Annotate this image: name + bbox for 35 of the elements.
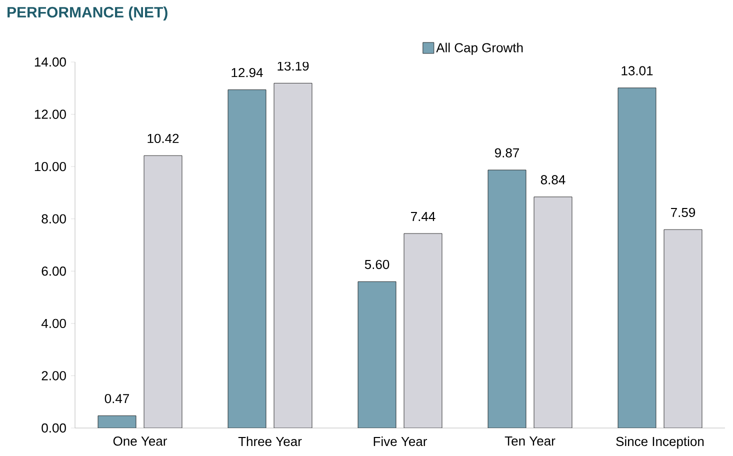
y-tick-label: 2.00: [42, 371, 66, 380]
y-tick-label: 6.00: [42, 266, 66, 276]
bar: [618, 88, 656, 428]
data-label: 9.87: [494, 148, 519, 158]
data-label: 12.94: [232, 68, 263, 78]
bar: [534, 196, 572, 428]
y-tick-label: 10.00: [34, 162, 66, 172]
bar: [98, 416, 136, 428]
bar: [358, 281, 396, 428]
x-tick-label: Since Inception: [616, 436, 704, 449]
data-label: 10.42: [148, 134, 179, 144]
data-label: 7.59: [671, 208, 696, 218]
bar: [144, 155, 182, 428]
data-label: 13.01: [622, 66, 653, 76]
legend-label: All Cap Growth: [436, 42, 523, 55]
y-tick-label: 8.00: [42, 214, 66, 224]
y-tick-label: 12.00: [34, 110, 66, 119]
x-tick-label: Three Year: [238, 436, 302, 446]
data-label: 0.47: [104, 394, 129, 404]
bar: [404, 233, 442, 428]
data-label: 13.19: [278, 61, 309, 71]
bar: [488, 170, 526, 428]
y-tick-label: 0.00: [42, 423, 66, 433]
data-label: 5.60: [364, 260, 390, 270]
bar: [274, 82, 312, 428]
data-label: 8.84: [540, 175, 566, 184]
y-tick-label: 14.00: [34, 57, 66, 67]
data-label: 7.44: [411, 212, 436, 221]
y-tick-label: 4.00: [41, 318, 66, 328]
x-tick-label: Five Year: [374, 436, 428, 446]
bar: [664, 229, 702, 428]
chart-title: PERFORMANCE (NET): [8, 6, 168, 21]
x-tick-label: One Year: [113, 436, 168, 446]
x-tick-label: Ten Year: [504, 436, 556, 446]
bar: [228, 90, 266, 428]
